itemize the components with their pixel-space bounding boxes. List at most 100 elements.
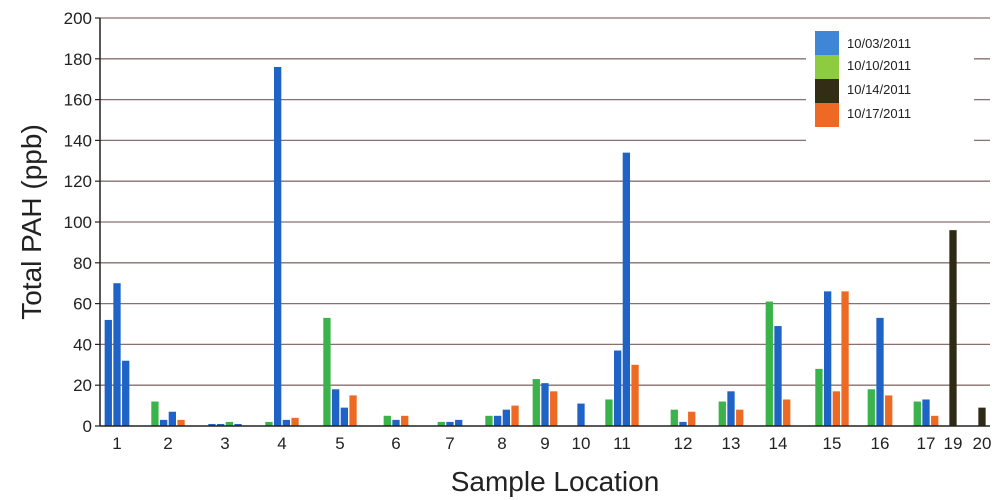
- legend-swatch: [815, 79, 839, 103]
- bar: [718, 401, 726, 426]
- grid-lines: [100, 17, 990, 386]
- bar: [876, 317, 884, 426]
- bar: [323, 317, 331, 426]
- bar: [614, 350, 622, 426]
- bar: [234, 423, 242, 426]
- y-tick-label: 120: [64, 172, 92, 191]
- legend-item: 10/03/2011: [815, 31, 911, 55]
- legend-swatch: [815, 31, 839, 55]
- legend: 10/03/2011 10/10/2011 10/14/2011 10/17/2…: [806, 28, 974, 150]
- bar: [532, 379, 540, 426]
- y-tick-label: 20: [73, 376, 92, 395]
- bar: [217, 423, 225, 426]
- legend-item: 10/14/2011: [815, 79, 911, 103]
- x-tick-label: 11: [613, 434, 631, 453]
- x-tick-label: 10: [572, 434, 591, 453]
- x-tick-label: 2: [163, 434, 172, 453]
- bar: [104, 319, 112, 426]
- bar: [208, 423, 216, 426]
- bar: [511, 405, 519, 426]
- legend-label: 10/03/2011: [847, 36, 911, 51]
- x-tick-label: 19: [944, 434, 963, 453]
- legend-item: 10/17/2011: [815, 103, 911, 127]
- bars-layer: [104, 66, 986, 427]
- x-tick-label: 7: [445, 434, 454, 453]
- bar: [622, 152, 630, 426]
- legend-label: 10/14/2011: [847, 82, 911, 97]
- bar: [978, 407, 986, 426]
- bar: [577, 403, 585, 426]
- x-tick-label: 12: [674, 434, 693, 453]
- bar: [177, 419, 185, 426]
- bar: [815, 368, 823, 426]
- bar: [282, 419, 290, 426]
- bar: [922, 399, 930, 426]
- bar: [605, 399, 613, 426]
- bar: [727, 391, 735, 426]
- bar: [401, 415, 409, 426]
- bar: [340, 407, 348, 426]
- bar: [122, 360, 130, 426]
- bar: [494, 415, 502, 426]
- bar: [160, 419, 168, 426]
- x-tick-label: 17: [917, 434, 936, 453]
- bar: [349, 395, 357, 426]
- y-tick-label: 140: [64, 131, 92, 150]
- bar: [455, 419, 463, 426]
- bar: [783, 399, 791, 426]
- bar: [841, 291, 849, 426]
- y-tick-label: 80: [73, 254, 92, 273]
- x-tick-label: 8: [497, 434, 506, 453]
- bar: [392, 419, 400, 426]
- bar: [291, 417, 299, 426]
- x-tick-label: 5: [335, 434, 344, 453]
- bar: [485, 415, 493, 426]
- bar: [274, 66, 282, 427]
- bar: [631, 364, 639, 426]
- y-tick-label: 0: [83, 417, 92, 436]
- bar: [679, 421, 687, 426]
- y-tick-labels: 0 20 40 60 80 100 120 140 160 180 200: [64, 9, 100, 436]
- y-tick-label: 160: [64, 91, 92, 110]
- y-axis-title: Total PAH (ppb): [16, 124, 47, 320]
- legend-label: 10/10/2011: [847, 58, 911, 73]
- x-axis-title: Sample Location: [451, 466, 660, 497]
- bar: [832, 391, 840, 426]
- bar: [765, 301, 773, 426]
- y-tick-label: 100: [64, 213, 92, 232]
- x-tick-label: 20: [973, 434, 992, 453]
- bar: [688, 411, 696, 426]
- bar: [502, 409, 510, 426]
- x-tick-label: 16: [871, 434, 890, 453]
- bar: [931, 415, 939, 426]
- y-tick-label: 180: [64, 50, 92, 69]
- y-tick-label: 200: [64, 9, 92, 28]
- bar: [550, 391, 558, 426]
- bar: [541, 383, 549, 426]
- x-tick-labels: 1 2 3 4 5 6 7 8 9 10 11 12 13 14 15 16 17 19 20: [112, 434, 991, 453]
- bar: [949, 230, 957, 426]
- bar: [265, 421, 273, 426]
- bar: [446, 421, 454, 426]
- legend-swatch: [815, 103, 839, 127]
- x-tick-label: 6: [391, 434, 400, 453]
- x-tick-label: 13: [722, 434, 741, 453]
- bar: [885, 395, 893, 426]
- y-tick-label: 60: [73, 295, 92, 314]
- bar: [168, 411, 176, 426]
- x-tick-label: 3: [220, 434, 229, 453]
- bar: [736, 409, 744, 426]
- bar: [151, 401, 159, 426]
- legend-swatch: [815, 55, 839, 79]
- x-tick-label: 4: [277, 434, 286, 453]
- bar: [383, 415, 391, 426]
- bar: [774, 326, 782, 426]
- x-tick-label: 15: [823, 434, 842, 453]
- bar: [113, 283, 121, 426]
- legend-item: 10/10/2011: [815, 55, 911, 79]
- bar: [913, 401, 921, 426]
- bar: [867, 389, 875, 426]
- y-tick-label: 40: [73, 335, 92, 354]
- bar: [824, 291, 832, 426]
